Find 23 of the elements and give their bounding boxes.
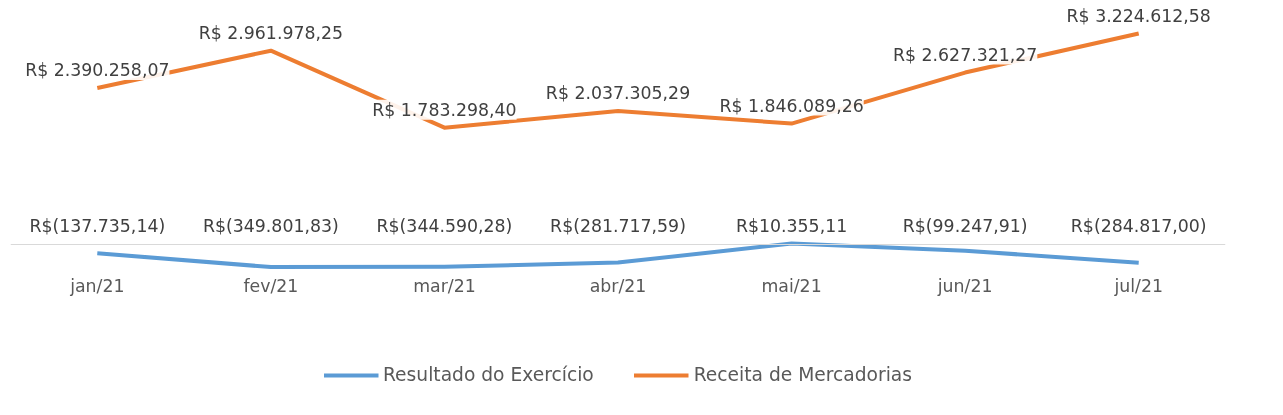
data-label: R$ 1.783.298,40 <box>372 99 517 120</box>
x-tick-label: jun/21 <box>936 276 993 297</box>
x-tick-label: mar/21 <box>413 276 476 297</box>
data-label: R$10.355,11 <box>735 215 848 236</box>
x-tick-label: abr/21 <box>589 276 647 297</box>
data-label: R$(349.801,83) <box>202 216 339 237</box>
legend-label: Resultado do Exercício <box>383 364 594 385</box>
x-tick-label: fev/21 <box>243 276 299 297</box>
x-tick-label: jan/21 <box>69 276 125 297</box>
data-label: R$ 3.224.612,58 <box>1066 5 1211 26</box>
data-label: R$(344.590,28) <box>376 216 513 237</box>
data-label: R$(99.247,91) <box>902 216 1028 237</box>
data-label: R$(284.817,00) <box>1070 216 1207 237</box>
x-tick-label: mai/21 <box>761 276 822 297</box>
data-label: R$ 2.627.321,27 <box>892 44 1038 65</box>
data-label: R$ 2.037.305,29 <box>545 83 691 104</box>
data-label: R$ 2.390.258,07 <box>25 60 170 81</box>
data-label: R$(281.717,59) <box>550 216 686 237</box>
x-tick-label: jul/21 <box>1113 276 1163 297</box>
data-label: R$ 1.846.089,26 <box>719 95 864 116</box>
data-label: R$(137.735,14) <box>29 216 166 237</box>
legend-label: Receita de Mercadorias <box>693 364 912 385</box>
data-label: R$ 2.961.978,25 <box>198 22 344 43</box>
